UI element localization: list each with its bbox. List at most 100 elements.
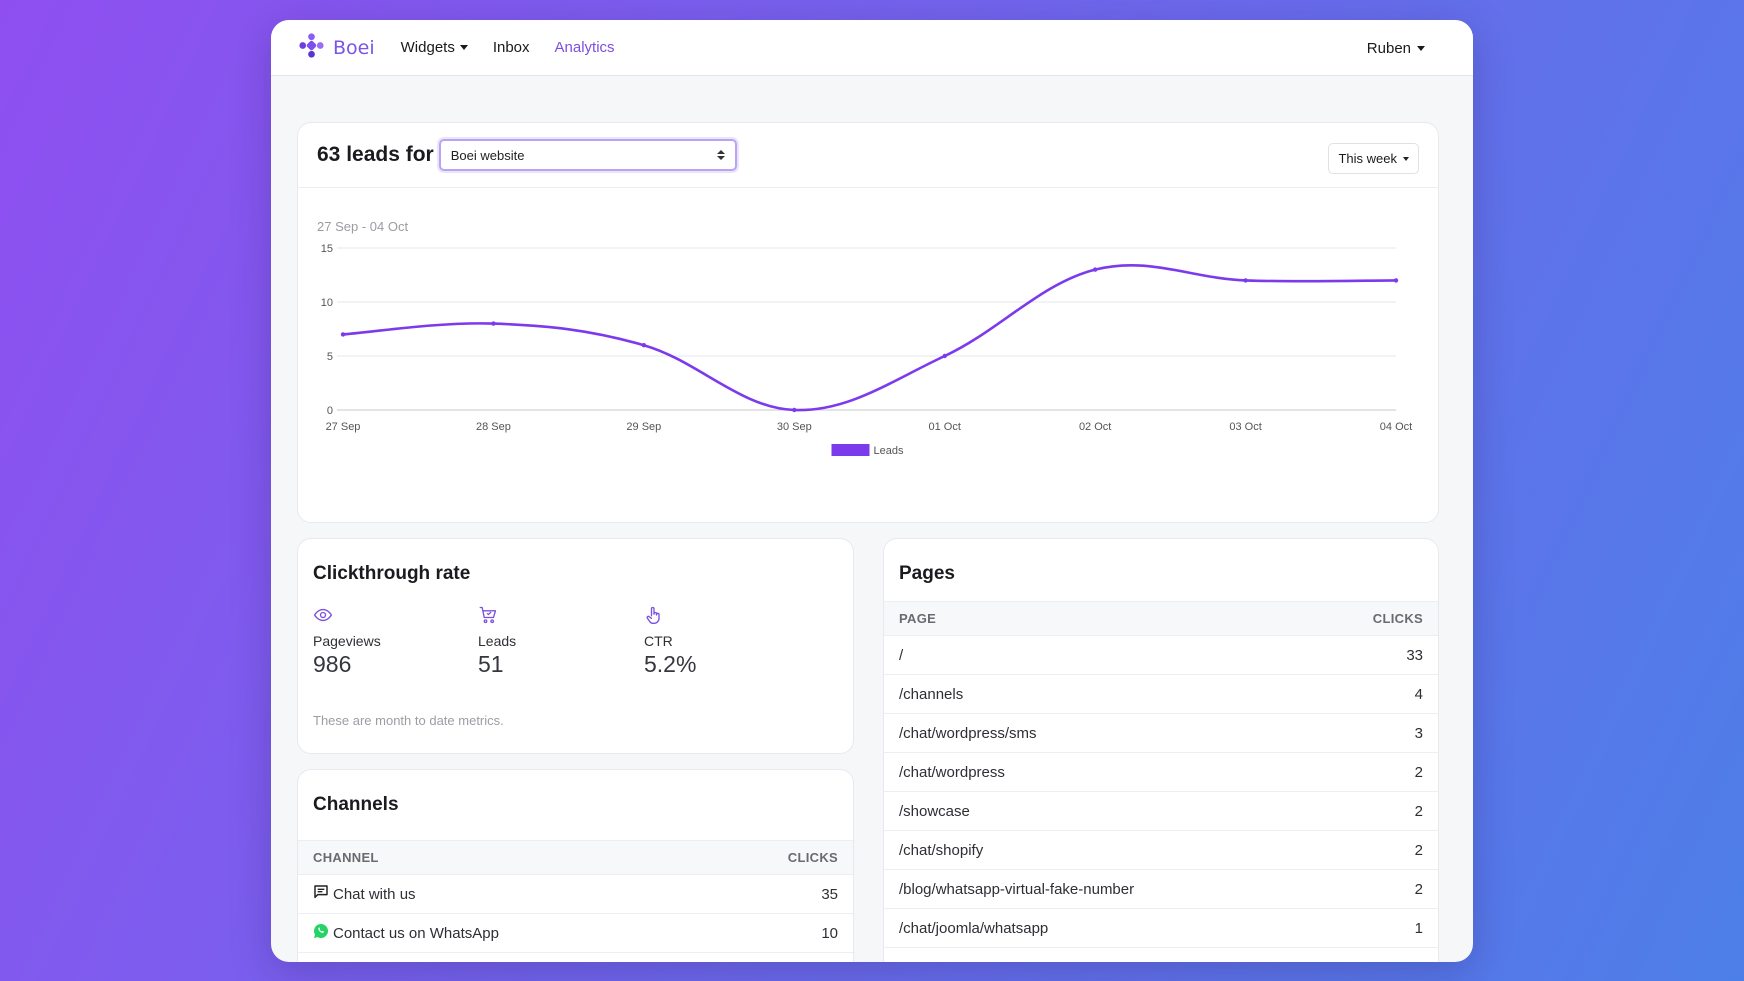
page-clicks: 2 (1414, 763, 1423, 781)
channel-name: Contact us on WhatsApp (333, 924, 499, 942)
pages-card: Pages PAGE CLICKS / 33 /channels 4 /chat… (883, 538, 1439, 962)
leads-chart-card: 63 leads for Boei website This week 27 S… (297, 122, 1439, 523)
table-row[interactable]: /showcase 2 (884, 792, 1438, 831)
page-path: / (899, 646, 904, 664)
whatsapp-icon (313, 923, 329, 943)
x-tick-label: 30 Sep (777, 421, 812, 433)
metric-value: 986 (313, 651, 352, 677)
channel-name: Chat with us (333, 885, 416, 903)
chevron-down-icon (1403, 156, 1409, 161)
page-clicks: 33 (1406, 646, 1423, 664)
channel-clicks: 10 (821, 924, 838, 942)
user-menu[interactable]: Ruben (1367, 20, 1425, 76)
chat-bubble-icon (313, 884, 329, 904)
nav-widgets-label: Widgets (400, 39, 455, 56)
x-tick-label: 27 Sep (326, 421, 361, 433)
x-tick-label: 29 Sep (626, 421, 661, 433)
page-clicks: 3 (1414, 724, 1423, 742)
site-select[interactable]: Boei website (438, 139, 737, 171)
data-point (942, 353, 947, 359)
legend-label: Leads (874, 445, 904, 457)
nav-inbox-label: Inbox (492, 39, 530, 56)
top-navbar: Boei Widgets Inbox Analytics Ruben (271, 20, 1473, 76)
x-tick-label: 02 Oct (1079, 421, 1111, 433)
table-row[interactable]: /chat/wordpress 2 (884, 753, 1438, 792)
page-path: /showcase (899, 802, 970, 820)
brand-name: Boei (333, 36, 375, 59)
column-header-clicks: CLICKS (1372, 611, 1423, 626)
table-row[interactable]: /chat/joomla/whatsapp 1 (884, 909, 1438, 948)
metric-label: Leads (478, 633, 517, 649)
data-point (1092, 267, 1098, 272)
series-line-leads (342, 263, 1397, 412)
table-row[interactable]: Contact us on WhatsApp 10 (298, 914, 853, 953)
select-arrows-icon (716, 150, 725, 160)
cart-icon (478, 605, 516, 625)
nav-analytics[interactable]: Analytics (555, 39, 615, 56)
site-select-value: Boei website (450, 147, 525, 163)
nav-analytics-label: Analytics (554, 39, 615, 56)
nav-widgets[interactable]: Widgets (401, 39, 468, 56)
metric-label: Pageviews (313, 633, 381, 649)
clickthrough-card: Clickthrough rate Pageviews 986 Leads 51… (297, 538, 854, 754)
row-left: Chat with us (313, 884, 416, 904)
channels-card: Channels CHANNEL CLICKS Chat with us 35 … (297, 769, 854, 962)
page-path: /chat/shopify (899, 841, 984, 859)
y-tick-label: 10 (321, 297, 333, 309)
metric-label: CTR (644, 633, 673, 649)
metric-leads: Leads 51 (478, 605, 516, 678)
metric-value: 51 (478, 651, 504, 677)
table-row[interactable]: /chat/shopify 2 (884, 831, 1438, 870)
page-path: /chat/wordpress (899, 763, 1005, 781)
legend-swatch (831, 444, 870, 456)
metric-pageviews: Pageviews 986 (313, 605, 381, 678)
page-clicks: 2 (1414, 802, 1423, 820)
channels-title: Channels (313, 794, 399, 815)
metric-value: 5.2% (644, 651, 697, 677)
x-tick-label: 03 Oct (1229, 421, 1261, 433)
y-tick-label: 15 (321, 243, 333, 255)
leads-line-chart: 0 5 10 15 27 Sep 28 Sep 29 Sep 30 Sep 01 Oct 02 O… (321, 243, 1412, 457)
column-header-page: PAGE (899, 611, 937, 626)
data-point (1243, 278, 1248, 283)
y-tick-label: 0 (327, 405, 333, 417)
page-clicks: 1 (1414, 919, 1423, 937)
clickthrough-title: Clickthrough rate (313, 563, 471, 584)
table-row[interactable]: /blog/whatsapp-virtual-fake-number 2 (884, 870, 1438, 909)
x-tick-label: 04 Oct (1380, 421, 1412, 433)
chevron-down-icon (1417, 45, 1425, 51)
boei-logo-icon (299, 32, 324, 63)
table-row[interactable]: /chat/wordpress/sms 3 (884, 714, 1438, 753)
channel-clicks: 35 (821, 885, 838, 903)
date-range-label: 27 Sep - 04 Oct (317, 219, 409, 234)
nav-inbox[interactable]: Inbox (493, 39, 530, 56)
data-point (491, 321, 496, 326)
page-clicks: 2 (1414, 841, 1423, 859)
pages-table-header: PAGE CLICKS (884, 601, 1438, 636)
page-clicks: 4 (1414, 685, 1423, 703)
data-point (340, 332, 346, 337)
table-row[interactable]: /channels 4 (884, 675, 1438, 714)
eye-icon (313, 605, 381, 625)
table-row[interactable]: / 33 (884, 636, 1438, 675)
table-row[interactable]: Chat with us 35 (298, 875, 853, 914)
column-header-clicks: CLICKS (787, 850, 838, 865)
channels-table-header: CHANNEL CLICKS (298, 840, 853, 875)
user-name: Ruben (1366, 39, 1411, 57)
x-tick-label: 01 Oct (929, 421, 961, 433)
data-point (641, 343, 647, 348)
chevron-down-icon (459, 45, 468, 50)
data-point (1393, 278, 1399, 283)
page-path: /channels (899, 685, 964, 703)
page-path: /chat/wordpress/sms (899, 724, 1037, 742)
column-header-channel: CHANNEL (313, 850, 379, 865)
leads-title: 63 leads for (317, 143, 434, 166)
row-left: Contact us on WhatsApp (313, 923, 499, 943)
app-window: Boei Widgets Inbox Analytics Ruben 63 le… (271, 20, 1473, 962)
pages-title: Pages (899, 563, 955, 584)
x-tick-label: 28 Sep (476, 421, 511, 433)
brand[interactable]: Boei (299, 32, 375, 63)
page-path: /blog/whatsapp-virtual-fake-number (899, 880, 1135, 898)
chart-card-header: 63 leads for Boei website This week (298, 123, 1438, 188)
period-dropdown[interactable]: This week (1328, 143, 1419, 174)
